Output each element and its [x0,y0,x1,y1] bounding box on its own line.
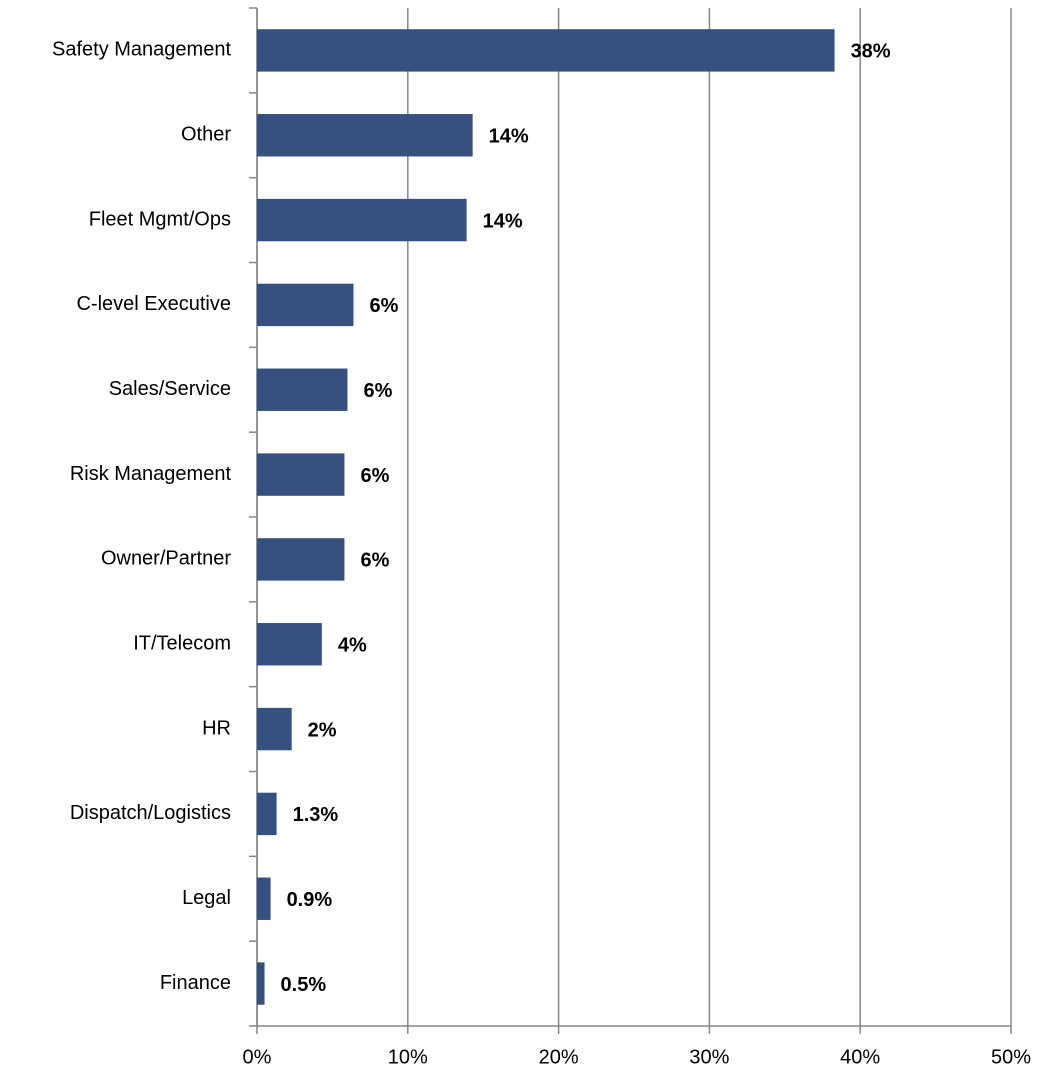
data-label: 0.5% [281,974,327,996]
y-tick-label: Dispatch/Logistics [70,802,231,824]
y-tick-label: HR [202,717,231,739]
bar [257,453,345,496]
y-tick-label: Other [181,124,231,146]
bar [257,962,265,1005]
bar [257,707,292,751]
bar [257,792,277,836]
bar [257,283,354,327]
y-tick-label: Risk Management [70,463,232,485]
data-label: 14% [483,210,523,232]
bar [257,114,473,157]
y-tick-label: Legal [182,887,231,909]
x-tick-label: 10% [388,1046,428,1068]
data-label: 6% [363,380,392,402]
bar [257,877,271,920]
y-tick-label: IT/Telecom [133,633,231,655]
data-label: 14% [489,126,529,148]
y-tick-label: Sales/Service [109,378,231,400]
bar [257,538,345,581]
bar [257,623,322,666]
data-label: 6% [360,550,389,572]
x-tick-label: 0% [243,1046,272,1068]
data-label: 1.3% [293,804,339,826]
data-label: 2% [308,719,337,741]
data-label: 6% [360,465,389,487]
bar [257,198,467,242]
bar [257,29,835,72]
x-tick-label: 40% [840,1046,880,1068]
y-tick-label: C-level Executive [76,293,231,315]
y-tick-label: Finance [160,972,231,994]
data-label: 4% [338,635,367,657]
y-tick-label: Owner/Partner [101,548,231,570]
x-tick-label: 50% [991,1046,1031,1068]
data-label: 6% [370,295,399,317]
x-tick-label: 20% [539,1046,579,1068]
y-tick-label: Safety Management [52,39,231,61]
bar [257,368,348,411]
y-tick-label: Fleet Mgmt/Ops [89,208,231,230]
data-label: 0.9% [287,889,333,911]
data-label: 38% [851,41,891,63]
x-tick-label: 30% [689,1046,729,1068]
